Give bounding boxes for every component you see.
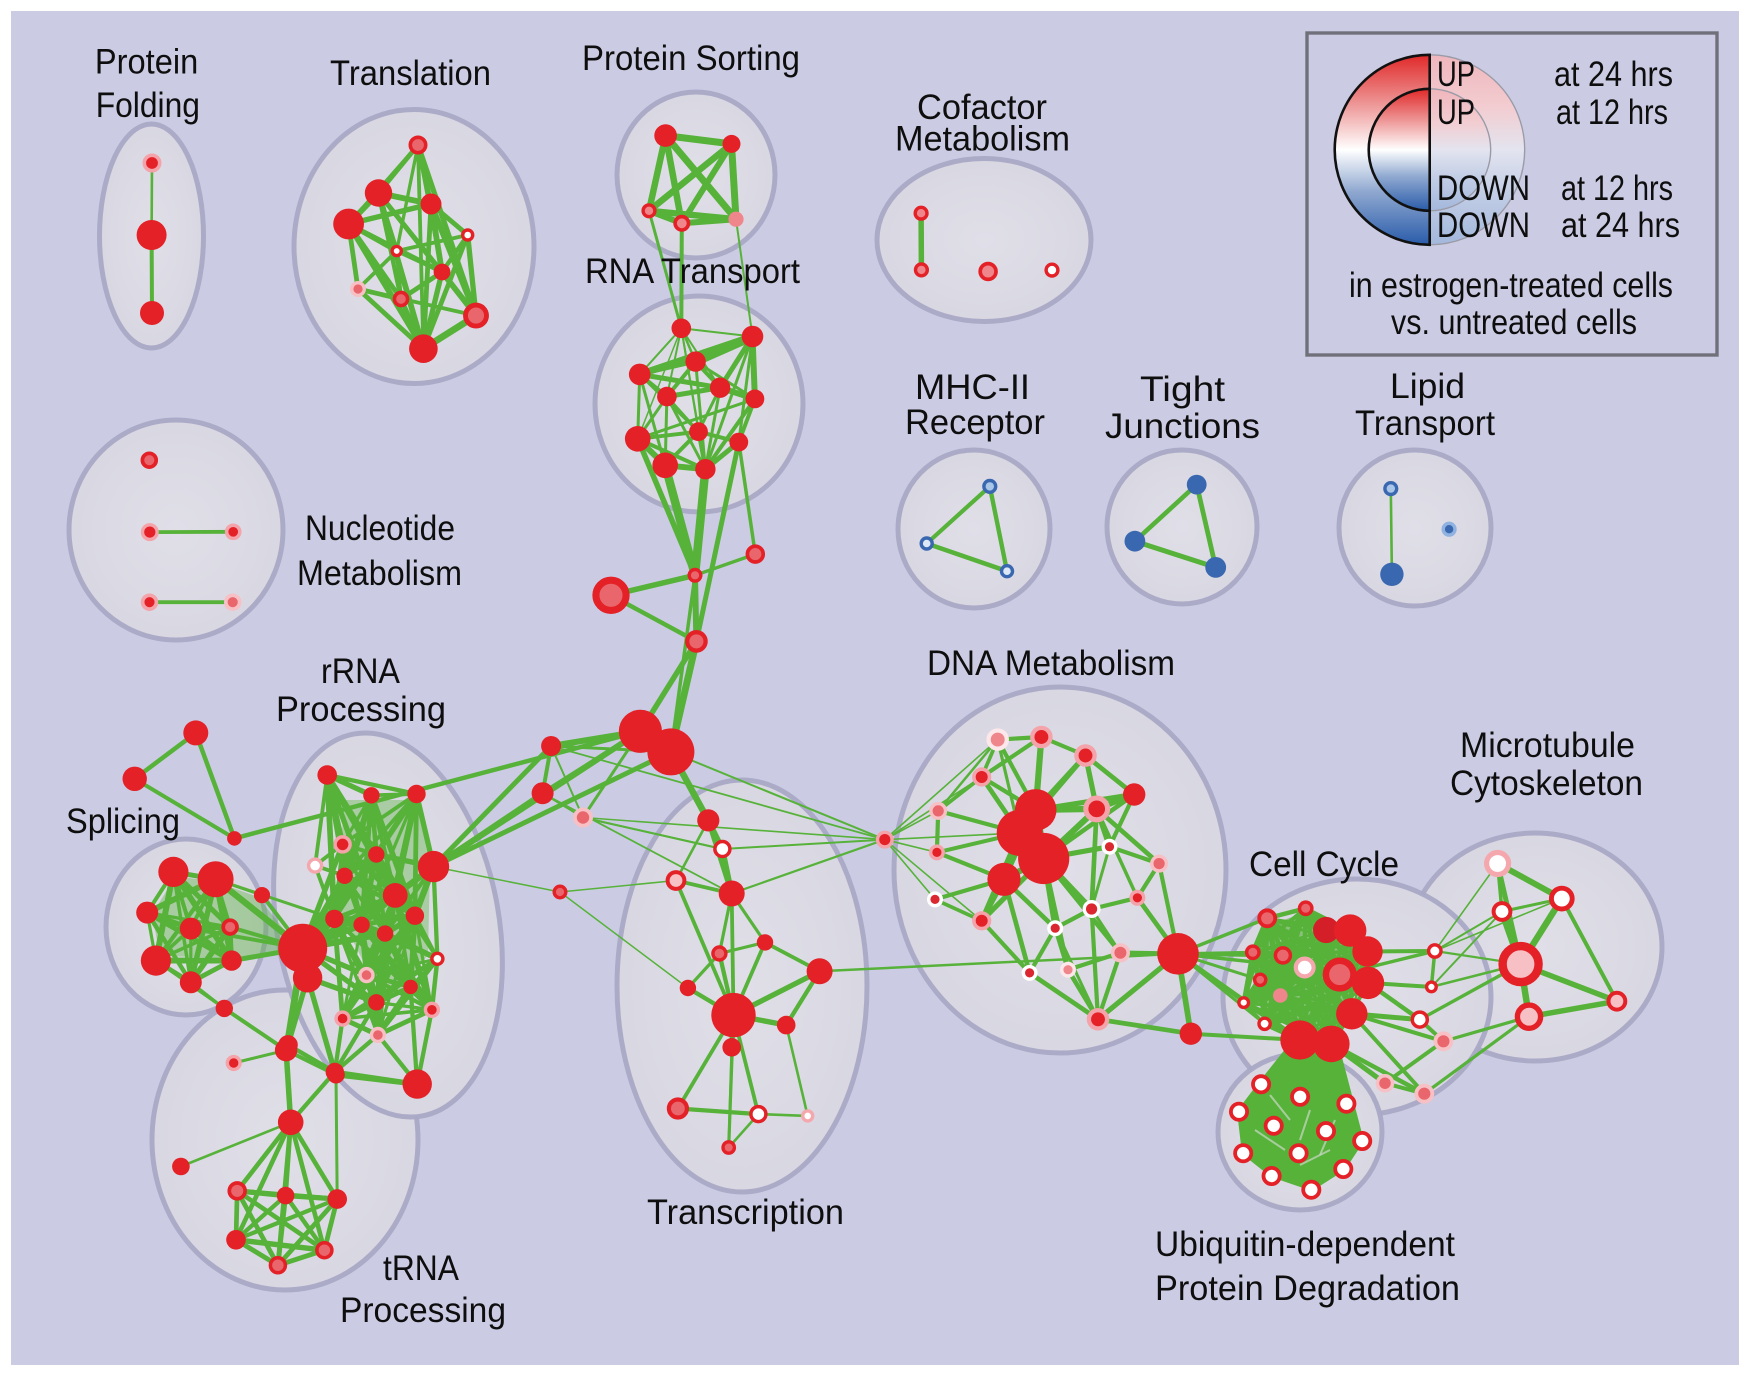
svg-text:Processing: Processing [276, 690, 446, 729]
svg-text:Protein Degradation: Protein Degradation [1155, 1269, 1460, 1308]
svg-text:Receptor: Receptor [905, 403, 1045, 442]
svg-text:RNA Transport: RNA Transport [585, 252, 800, 291]
svg-text:UP: UP [1437, 93, 1475, 132]
svg-text:Junctions: Junctions [1105, 407, 1260, 446]
svg-text:Lipid: Lipid [1390, 367, 1465, 406]
svg-text:Folding: Folding [96, 86, 200, 125]
svg-text:Nucleotide: Nucleotide [305, 509, 455, 548]
svg-text:DOWN: DOWN [1437, 206, 1530, 245]
svg-text:at 12 hrs: at 12 hrs [1556, 93, 1668, 132]
svg-text:Protein Sorting: Protein Sorting [582, 39, 800, 78]
svg-text:Microtubule: Microtubule [1460, 726, 1635, 765]
svg-text:DNA Metabolism: DNA Metabolism [927, 644, 1175, 683]
svg-text:MHC-II: MHC-II [915, 368, 1030, 407]
svg-text:in estrogen-treated cells: in estrogen-treated cells [1349, 266, 1673, 305]
svg-text:Transport: Transport [1355, 404, 1495, 443]
svg-text:Metabolism: Metabolism [297, 554, 462, 593]
svg-text:Protein: Protein [95, 42, 198, 81]
svg-text:at 24 hrs: at 24 hrs [1561, 206, 1680, 245]
svg-text:Metabolism: Metabolism [895, 120, 1070, 159]
svg-text:Cytoskeleton: Cytoskeleton [1450, 764, 1643, 803]
svg-text:Splicing: Splicing [66, 802, 180, 841]
svg-text:rRNA: rRNA [321, 652, 401, 691]
svg-text:Processing: Processing [340, 1291, 506, 1330]
svg-text:Transcription: Transcription [647, 1193, 844, 1232]
svg-text:Cell Cycle: Cell Cycle [1249, 845, 1399, 884]
svg-text:DOWN: DOWN [1437, 169, 1530, 208]
svg-text:Translation: Translation [330, 54, 491, 93]
svg-text:tRNA: tRNA [383, 1249, 460, 1288]
svg-text:at 24 hrs: at 24 hrs [1554, 55, 1673, 94]
svg-text:UP: UP [1437, 55, 1475, 94]
svg-text:Cofactor: Cofactor [917, 88, 1047, 127]
svg-text:at 12 hrs: at 12 hrs [1561, 169, 1673, 208]
svg-text:Tight: Tight [1140, 370, 1225, 409]
svg-text:vs. untreated cells: vs. untreated cells [1391, 303, 1637, 342]
svg-text:Ubiquitin-dependent: Ubiquitin-dependent [1155, 1225, 1455, 1264]
